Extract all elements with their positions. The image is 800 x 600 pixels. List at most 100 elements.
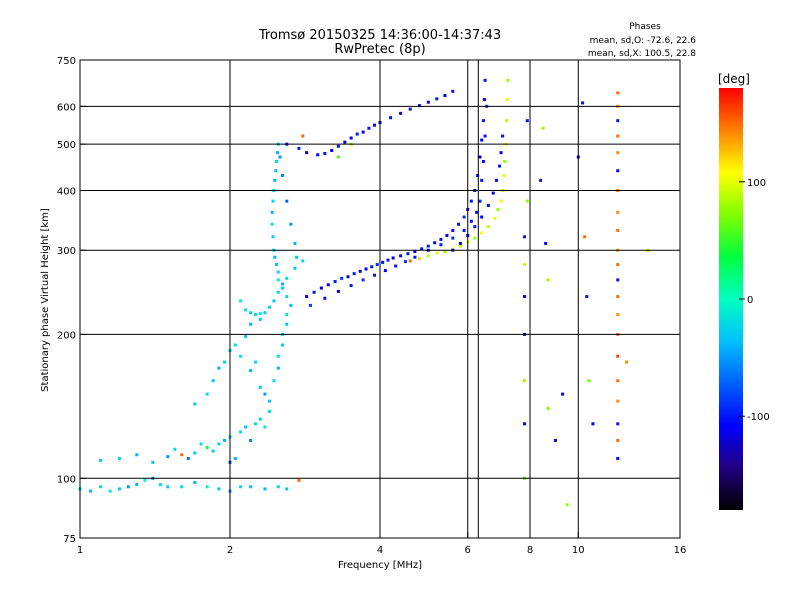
echo-point: [263, 311, 267, 315]
echo-point: [498, 164, 502, 168]
echo-point: [205, 445, 209, 449]
y-tick-label: 75: [63, 534, 76, 545]
echo-point: [297, 146, 301, 150]
echo-point: [249, 369, 253, 373]
echo-point: [473, 236, 477, 240]
echo-point: [272, 379, 276, 383]
echo-point: [180, 453, 184, 457]
echo-point: [478, 155, 482, 159]
echo-point: [272, 299, 276, 303]
echo-point: [285, 199, 289, 203]
y-tick-label: 750: [57, 56, 76, 67]
echo-point: [263, 487, 267, 491]
y-tick-label: 500: [57, 140, 76, 151]
y-tick-label: 400: [57, 186, 76, 197]
echo-point: [89, 489, 93, 493]
echo-point: [483, 134, 487, 138]
plot-content: [78, 78, 650, 507]
echo-point: [616, 399, 620, 403]
colorbar-tick-label: 100: [747, 178, 766, 189]
echo-point: [233, 343, 237, 347]
echo-point: [616, 151, 620, 155]
echo-point: [258, 385, 262, 389]
echo-point: [205, 392, 209, 396]
echo-point: [413, 255, 417, 259]
echo-point: [270, 222, 274, 226]
echo-point: [616, 456, 620, 460]
echo-point: [408, 259, 412, 263]
echo-point: [480, 138, 484, 142]
x-tick-label: 1: [77, 545, 83, 556]
echo-point: [482, 98, 486, 102]
echo-point: [276, 354, 280, 358]
echo-point: [541, 126, 545, 130]
echo-point: [399, 254, 403, 258]
echo-point: [293, 266, 297, 270]
echo-point: [420, 247, 424, 251]
echo-point: [481, 159, 485, 163]
echo-point: [435, 251, 439, 255]
chart-title: Tromsø 20150325 14:36:00-14:37:43: [258, 28, 501, 43]
echo-point: [469, 219, 473, 223]
echo-point: [274, 169, 278, 173]
echo-point: [278, 155, 282, 159]
echo-point: [308, 303, 312, 307]
echo-point: [616, 295, 620, 299]
echo-point: [616, 134, 620, 138]
echo-point: [506, 78, 510, 82]
echo-point: [581, 101, 585, 105]
echo-point: [333, 280, 337, 284]
phase-info-o: mean, sd,O: -72.6, 22.6: [590, 36, 697, 46]
echo-point: [143, 478, 147, 482]
echo-point: [126, 485, 130, 489]
echo-point: [458, 244, 462, 248]
echo-point: [386, 258, 390, 262]
echo-point: [117, 487, 121, 491]
echo-point: [546, 278, 550, 282]
echo-point: [505, 119, 509, 123]
echo-point: [480, 231, 484, 235]
echo-point: [244, 425, 248, 429]
echo-point: [435, 97, 439, 101]
colorbar-label: [deg]: [718, 72, 750, 86]
echo-point: [391, 256, 395, 260]
echo-point: [451, 236, 455, 240]
echo-point: [525, 199, 529, 203]
phase-info-heading: Phases: [629, 22, 661, 32]
echo-point: [253, 313, 257, 317]
echo-point: [258, 312, 262, 316]
echo-point: [316, 153, 320, 157]
echo-point: [565, 503, 569, 507]
echo-point: [349, 284, 353, 288]
echo-point: [180, 485, 184, 489]
echo-point: [267, 399, 271, 403]
echo-point: [616, 278, 620, 282]
echo-point: [263, 425, 267, 429]
echo-point: [276, 366, 280, 370]
y-tick-label: 300: [57, 246, 76, 257]
echo-point: [205, 485, 209, 489]
echo-point: [370, 265, 374, 269]
echo-point: [523, 235, 527, 239]
echo-point: [394, 264, 398, 268]
echo-point: [539, 178, 543, 182]
echo-point: [408, 107, 412, 111]
echo-point: [403, 260, 407, 264]
echo-point: [326, 283, 330, 287]
echo-point: [323, 296, 327, 300]
echo-point: [426, 100, 430, 104]
echo-point: [249, 322, 253, 326]
x-tick-label: 6: [465, 545, 471, 556]
echo-point: [223, 438, 227, 442]
echo-point: [445, 234, 449, 238]
echo-point: [525, 119, 529, 123]
echo-point: [346, 275, 350, 279]
echo-point: [239, 299, 243, 303]
chart-subtitle: RwPretec (8p): [334, 42, 425, 57]
echo-point: [502, 173, 506, 177]
echo-point: [413, 250, 417, 254]
x-axis-label: Frequency [MHz]: [338, 560, 422, 571]
echo-point: [289, 303, 293, 307]
echo-point: [258, 317, 262, 321]
